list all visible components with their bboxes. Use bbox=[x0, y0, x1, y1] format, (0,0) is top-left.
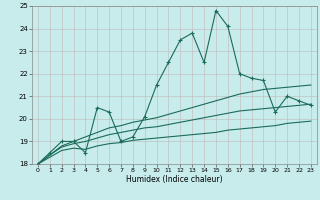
X-axis label: Humidex (Indice chaleur): Humidex (Indice chaleur) bbox=[126, 175, 223, 184]
